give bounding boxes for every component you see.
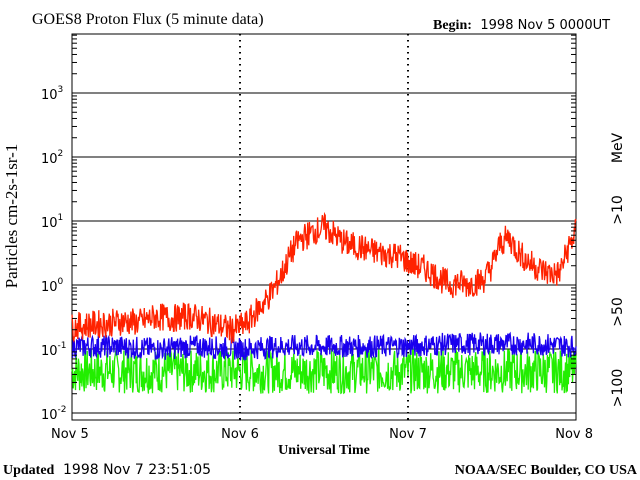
legend: >10 MeV >50 >100 [610, 132, 626, 407]
legend-unit: MeV [610, 132, 626, 163]
series-line-0 [71, 211, 577, 344]
y-tick-label: 103 [41, 85, 63, 103]
y-tick-label: 102 [41, 149, 63, 167]
series-line-2 [71, 348, 577, 395]
x-tick-label: Nov 8 [555, 427, 593, 442]
begin-label: Begin: [433, 18, 472, 33]
chart-title: GOES8 Proton Flux (5 minute data) [32, 11, 264, 28]
series-line-1 [71, 331, 577, 361]
x-tick-label: Nov 5 [51, 427, 89, 442]
x-axis-label: Universal Time [278, 443, 370, 458]
y-tick-label: 101 [41, 213, 63, 231]
legend-entry: >50 [610, 297, 626, 327]
begin-time: Begin: 1998 Nov 5 0000UT [433, 18, 610, 33]
x-tick-label: Nov 7 [389, 427, 427, 442]
legend-entry: >10 [610, 195, 626, 225]
x-tick-label: Nov 6 [221, 427, 259, 442]
updated-value: 1998 Nov 7 23:51:05 [63, 462, 211, 478]
axis-ticks: 10-2 10-1 100 101 102 103 Nov 5 Nov 6 Nov 7 Nov 8 [41, 34, 593, 442]
legend-entry: >100 [610, 369, 626, 407]
y-tick-label: 100 [41, 277, 64, 295]
updated-label: Updated [3, 463, 55, 478]
begin-value: 1998 Nov 5 0000UT [480, 18, 610, 33]
credit-text: NOAA/SEC Boulder, CO USA [455, 463, 638, 478]
y-tick-label: 10-1 [41, 341, 67, 359]
y-axis-label: Particles cm-2s-1sr-1 [2, 144, 21, 289]
data-series [71, 211, 577, 395]
y-tick-label: 10-2 [41, 405, 67, 423]
